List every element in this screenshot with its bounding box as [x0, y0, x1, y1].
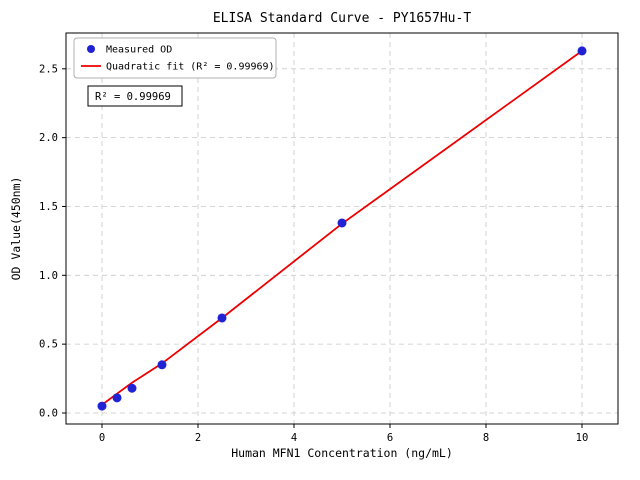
- legend-marker-measured-od: [87, 45, 95, 53]
- x-tick-label: 6: [387, 432, 393, 444]
- y-tick-label: 1.0: [39, 270, 58, 282]
- y-axis-label: OD Value(450nm): [9, 177, 23, 281]
- x-tick-label: 0: [99, 432, 105, 444]
- data-point: [217, 313, 227, 323]
- data-point: [337, 218, 347, 228]
- legend-box: [73, 37, 277, 79]
- y-tick-label: 1.5: [39, 201, 58, 213]
- r-squared-annotation-box: [87, 85, 183, 107]
- y-tick-label: 0.0: [39, 407, 58, 419]
- data-point: [97, 401, 107, 411]
- r-squared-annotation-text: R² = 0.99969: [95, 91, 171, 103]
- data-point: [577, 46, 587, 56]
- x-tick-label: 10: [576, 432, 589, 444]
- data-point: [112, 393, 122, 403]
- x-tick-label: 8: [483, 432, 489, 444]
- x-axis-label: Human MFN1 Concentration (ng/mL): [231, 446, 453, 460]
- x-tick-label: 4: [291, 432, 297, 444]
- data-point: [157, 360, 167, 370]
- x-tick-label: 2: [195, 432, 201, 444]
- y-tick-label: 0.5: [39, 339, 58, 351]
- legend-label-quadratic-fit: Quadratic fit (R² = 0.99969): [106, 62, 275, 73]
- chart-title: ELISA Standard Curve - PY1657Hu-T: [213, 11, 471, 26]
- legend-label-measured-od: Measured OD: [106, 45, 172, 56]
- y-tick-label: 2.5: [39, 63, 58, 75]
- data-point: [127, 383, 137, 393]
- y-tick-label: 2.0: [39, 132, 58, 144]
- plot-border: [65, 32, 619, 425]
